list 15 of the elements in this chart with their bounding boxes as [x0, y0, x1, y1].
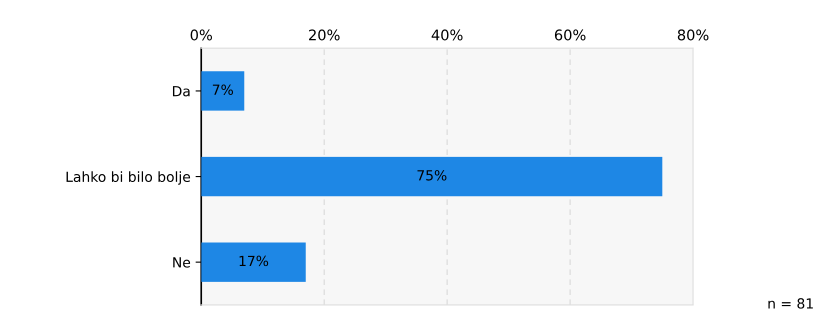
y-tick-label: Lahko bi bilo bolje: [66, 171, 190, 185]
x-tick-label: 40%: [432, 29, 463, 40]
text: n = 81: [768, 298, 813, 309]
data-label: 17%: [240, 256, 268, 266]
y-tick-label: Da: [172, 86, 190, 96]
data-label: 75%: [417, 170, 446, 181]
x-tick-label: 60%: [554, 29, 586, 40]
y-tick-label: Ne: [173, 257, 190, 268]
x-tick-label: 80%: [678, 29, 708, 40]
x-tick-label: 0%: [190, 29, 212, 40]
bar: [201, 71, 244, 111]
data-label: 7%: [212, 84, 233, 95]
bar: [201, 156, 662, 196]
bar: [201, 242, 306, 282]
x-tick-label: 20%: [309, 29, 340, 40]
